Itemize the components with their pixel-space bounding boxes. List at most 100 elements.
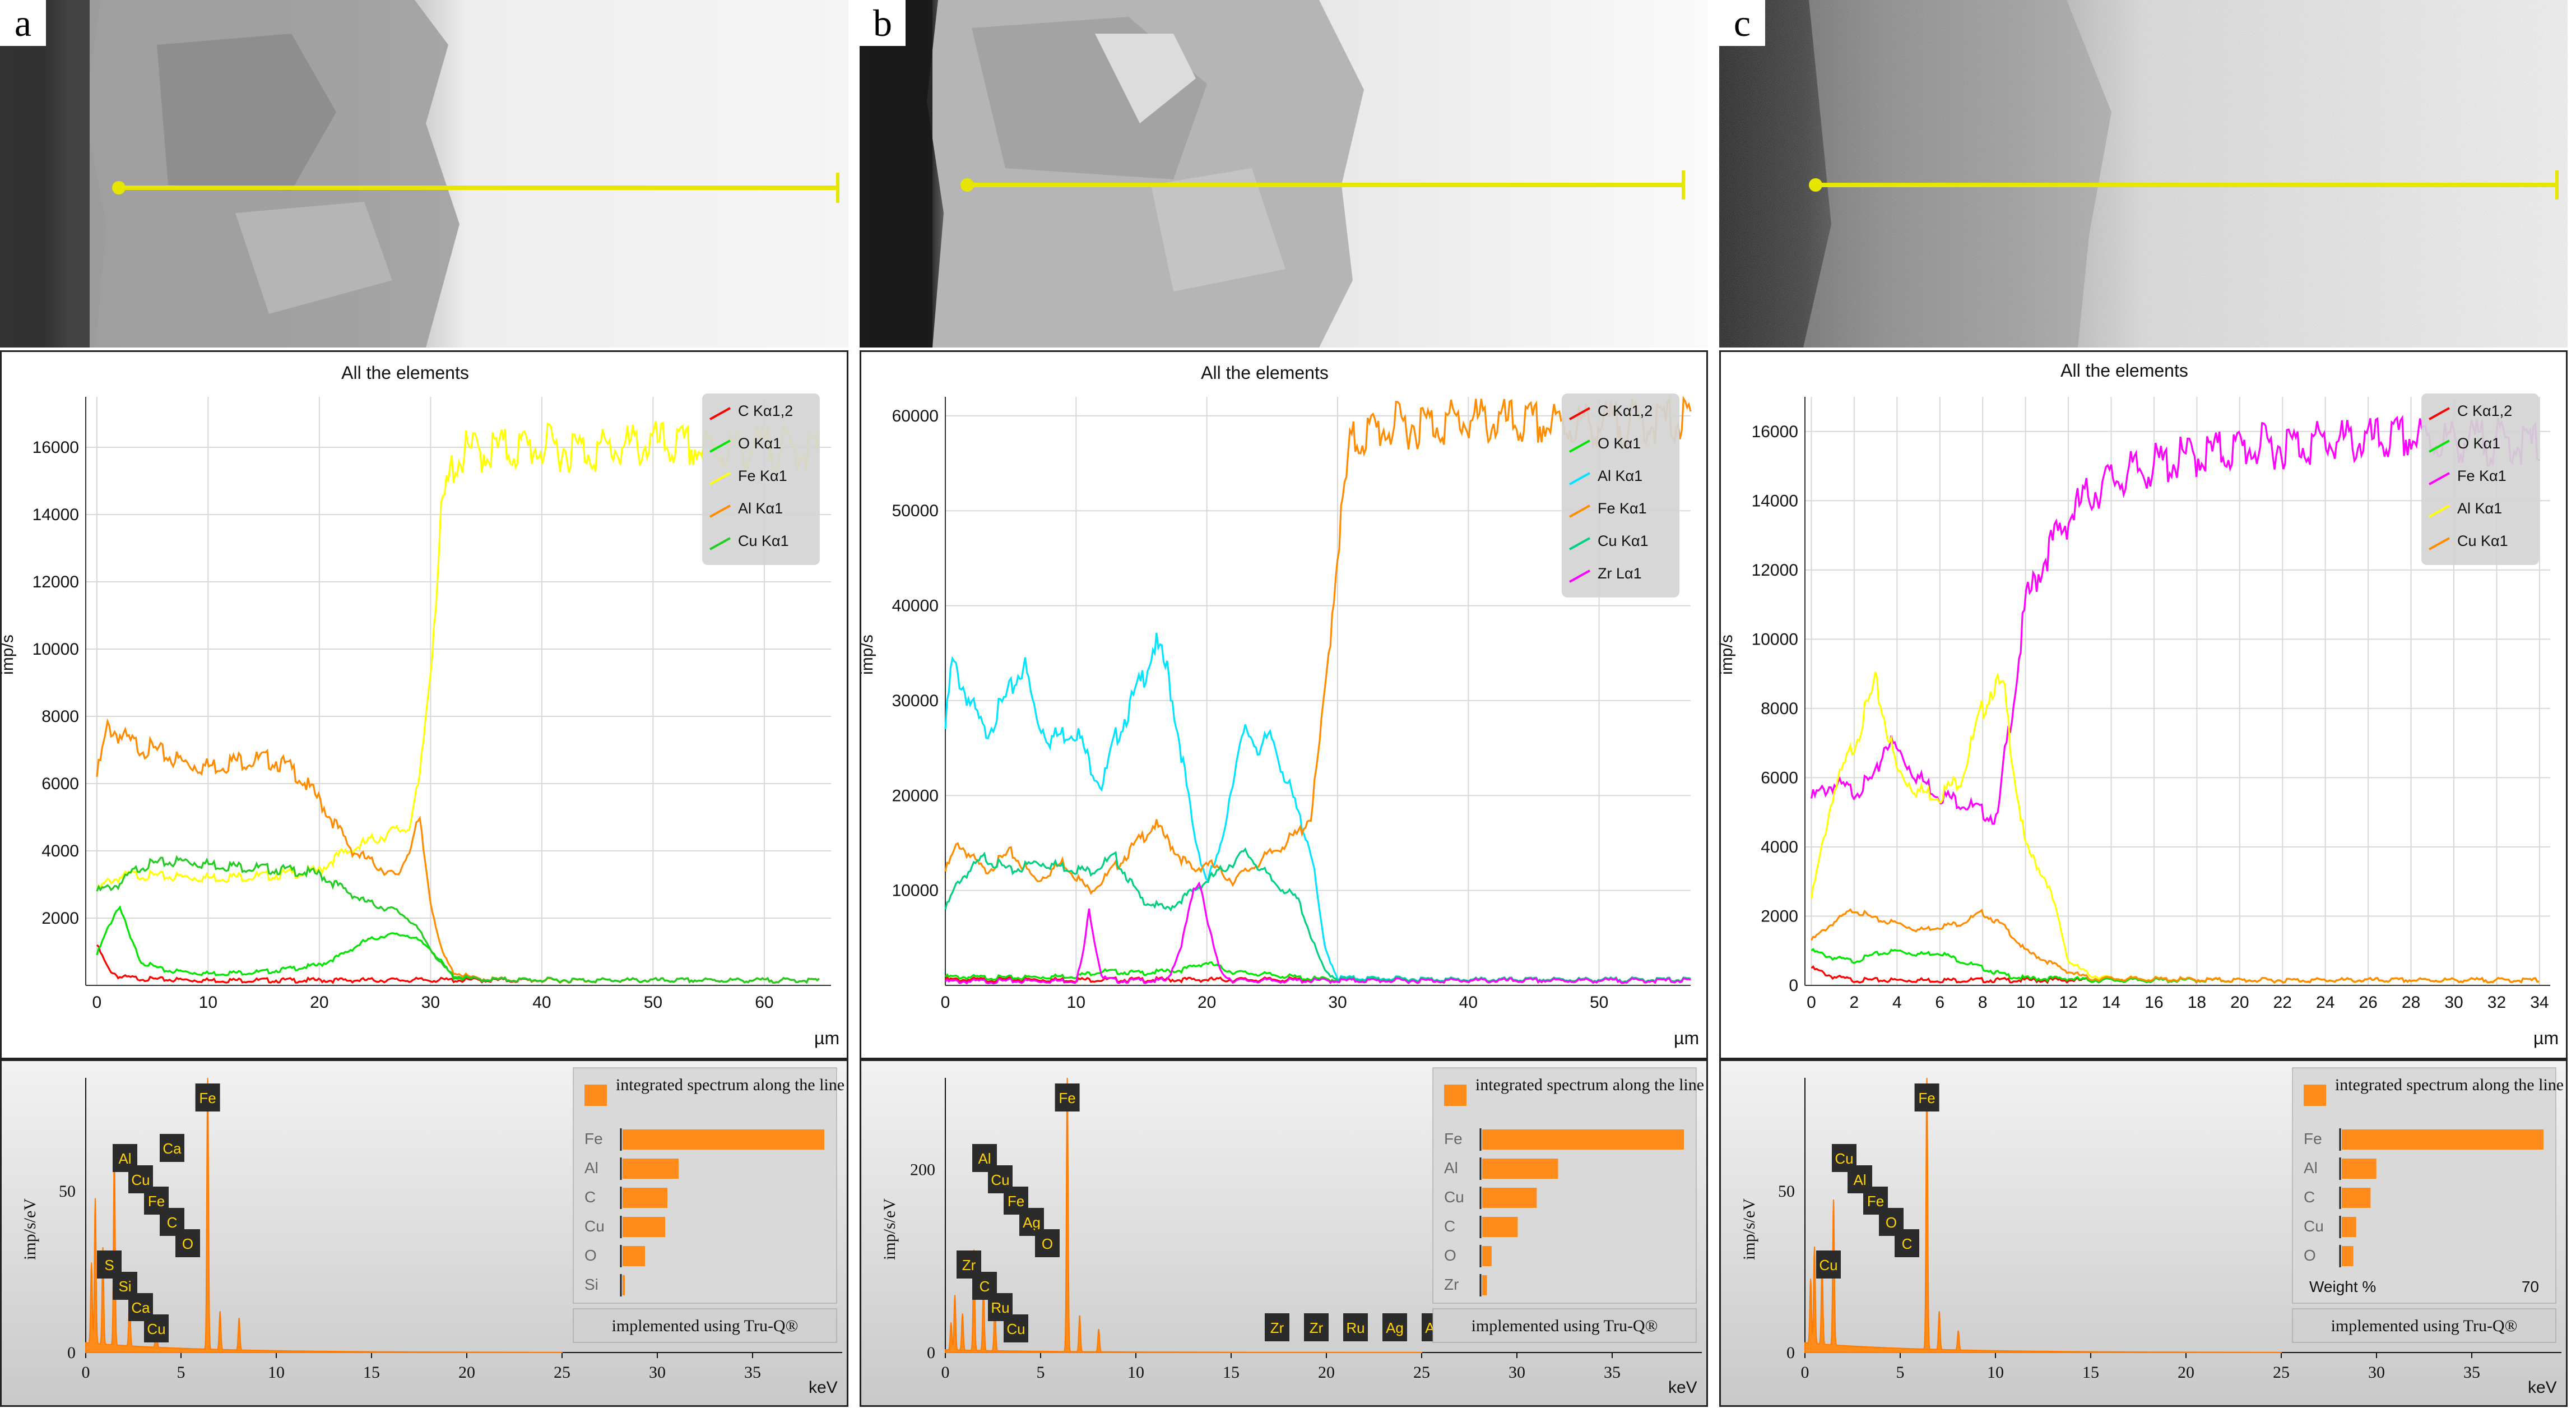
- y-tick-label: 2000: [1761, 907, 1798, 925]
- legend-label: Al Kα1: [2457, 500, 2502, 517]
- inset-bar: [623, 1246, 645, 1266]
- y-tick-label: 12000: [1752, 561, 1798, 580]
- y-axis-label: imp/s: [2, 634, 17, 675]
- inset-row-label: Al: [2304, 1159, 2318, 1177]
- inset-legend-swatch: [584, 1085, 607, 1106]
- x-tick-label: 40: [532, 993, 551, 1012]
- spectrum-x-tick-label: 35: [1604, 1363, 1621, 1382]
- inset-bar: [1482, 1246, 1492, 1266]
- inset-row-label: Cu: [584, 1217, 605, 1235]
- legend-label: C Kα1,2: [1598, 402, 1653, 419]
- x-axis-unit: µm: [1674, 1028, 1699, 1048]
- x-tick-label: 12: [2059, 993, 2077, 1012]
- spectrum-x-tick-label: 25: [554, 1363, 570, 1382]
- peak-tag-label: Zr: [1310, 1319, 1324, 1336]
- legend-label: O Kα1: [738, 435, 781, 452]
- inset-footer-box: [1432, 1308, 1697, 1343]
- series-line: [96, 718, 820, 984]
- peak-tag-label: Ag: [1386, 1319, 1404, 1336]
- x-tick-label: 40: [1459, 993, 1478, 1012]
- legend-swatch: [1569, 569, 1590, 583]
- inset-footer: implemented using Tru-Q®: [2331, 1317, 2518, 1335]
- peak-tag: [195, 1083, 220, 1111]
- series-line: [944, 881, 1691, 985]
- inset-row-label: Al: [584, 1159, 598, 1177]
- spectrum-x-tick-label: 25: [2273, 1363, 2290, 1382]
- inset-row-label: C: [2304, 1188, 2315, 1206]
- weight-max: 70: [2522, 1278, 2539, 1295]
- legend-swatch: [709, 537, 731, 550]
- y-axis-label: imp/s: [1721, 634, 1736, 675]
- line-profile-chart-a: All the elements imp/s µm 0 10 20 30 40 50 60 2…: [0, 350, 848, 1059]
- inset-bar: [623, 1159, 679, 1179]
- inset-row-label: C: [584, 1188, 596, 1206]
- peak-tag-label: Si: [118, 1278, 131, 1295]
- spectrum-x-tick-label: 5: [1037, 1363, 1045, 1382]
- spectrum-y-tick-label: 0: [1786, 1344, 1795, 1362]
- inset-row-label: C: [1444, 1217, 1455, 1235]
- inset-bar: [2342, 1188, 2371, 1208]
- spectrum-x-tick-label: 25: [1413, 1363, 1430, 1382]
- legend-swatch: [2429, 504, 2450, 518]
- y-tick-label: 20000: [892, 786, 939, 805]
- panel-label: a: [0, 0, 46, 46]
- inset-row-label: Cu: [1444, 1188, 1464, 1206]
- spectrum-y-tick-label: 200: [910, 1160, 935, 1179]
- spectrum-x-tick-label: 30: [1509, 1363, 1525, 1382]
- legend-swatch: [1569, 504, 1590, 518]
- peak-tag-label: Ca: [163, 1140, 182, 1157]
- y-axis-label: imp/s: [861, 634, 876, 675]
- peak-tag: [1816, 1250, 1841, 1279]
- spectrum-y-tick-label: 50: [59, 1182, 76, 1201]
- spectrum-y-label: imp/s/eV: [21, 1198, 39, 1260]
- peak-tag-label: Fe: [1867, 1193, 1884, 1210]
- legend-swatch: [1569, 407, 1590, 420]
- x-tick-label: 18: [2188, 993, 2206, 1012]
- peak-tag-label: Fe: [199, 1090, 216, 1106]
- legend-swatch: [709, 504, 731, 518]
- x-tick-label: 0: [92, 993, 102, 1012]
- spectrum-y-tick-label: 0: [927, 1344, 935, 1362]
- y-tick-label: 10000: [1752, 630, 1798, 649]
- peak-tag-label: Fe: [1918, 1090, 1935, 1106]
- x-tick-label: 30: [2444, 993, 2463, 1012]
- y-tick-label: 6000: [1761, 768, 1798, 787]
- spectrum-x-tick-label: 5: [177, 1363, 185, 1382]
- integrated-spectrum-inset: integrated spectrum along the line Fe Al Cu…: [1432, 1067, 1704, 1343]
- inset-row-label: Fe: [2304, 1130, 2322, 1147]
- x-tick-label: 34: [2530, 993, 2549, 1012]
- panel-a: a All the elements imp/s µm 0 10 20 30 40 50 6…: [0, 0, 848, 1407]
- peak-tag-label: O: [1042, 1235, 1053, 1252]
- spectrum-x-tick-label: 15: [1223, 1363, 1240, 1382]
- inset-footer: implemented using Tru-Q®: [1472, 1317, 1658, 1335]
- spectrum-x-tick-label: 10: [268, 1363, 285, 1382]
- legend-label: Fe Kα1: [1598, 500, 1647, 517]
- inset-bar: [1482, 1188, 1537, 1208]
- inset-footer-box: [2292, 1308, 2556, 1343]
- peak-tag: [1304, 1313, 1329, 1341]
- peak-tag: [144, 1314, 169, 1342]
- y-tick-label: 30000: [892, 692, 939, 710]
- spectrum-x-tick-label: 30: [2368, 1363, 2385, 1382]
- sem-image-a: a: [0, 0, 848, 348]
- inset-title: integrated spectrum along the line: [2335, 1076, 2564, 1094]
- peak-tag-label: O: [1886, 1214, 1897, 1231]
- y-tick-label: 16000: [1752, 423, 1798, 441]
- peak-tag-label: S: [104, 1257, 114, 1273]
- spectrum-y-label: imp/s/eV: [1740, 1198, 1758, 1260]
- peak-tag-label: Al: [978, 1150, 991, 1167]
- x-tick-label: 10: [1067, 993, 1085, 1012]
- legend-label: Fe Kα1: [2457, 467, 2507, 484]
- x-tick-label: 26: [2359, 993, 2377, 1012]
- peak-tag-label: C: [980, 1278, 990, 1295]
- inset-bar: [2342, 1129, 2543, 1150]
- peak-tag-label: Al: [118, 1150, 131, 1167]
- legend-label: O Kα1: [1598, 435, 1641, 452]
- peak-tag: [1343, 1313, 1368, 1341]
- peak-tag-label: Fe: [1008, 1193, 1024, 1210]
- spectrum-x-tick-label: 35: [2463, 1363, 2480, 1382]
- spectrum-y-tick-label: 0: [67, 1344, 76, 1362]
- x-tick-label: 4: [1892, 993, 1902, 1012]
- panel-c: c All the elements imp/s µm 0 2 4 6 8 10 12 14 1…: [1718, 0, 2568, 1407]
